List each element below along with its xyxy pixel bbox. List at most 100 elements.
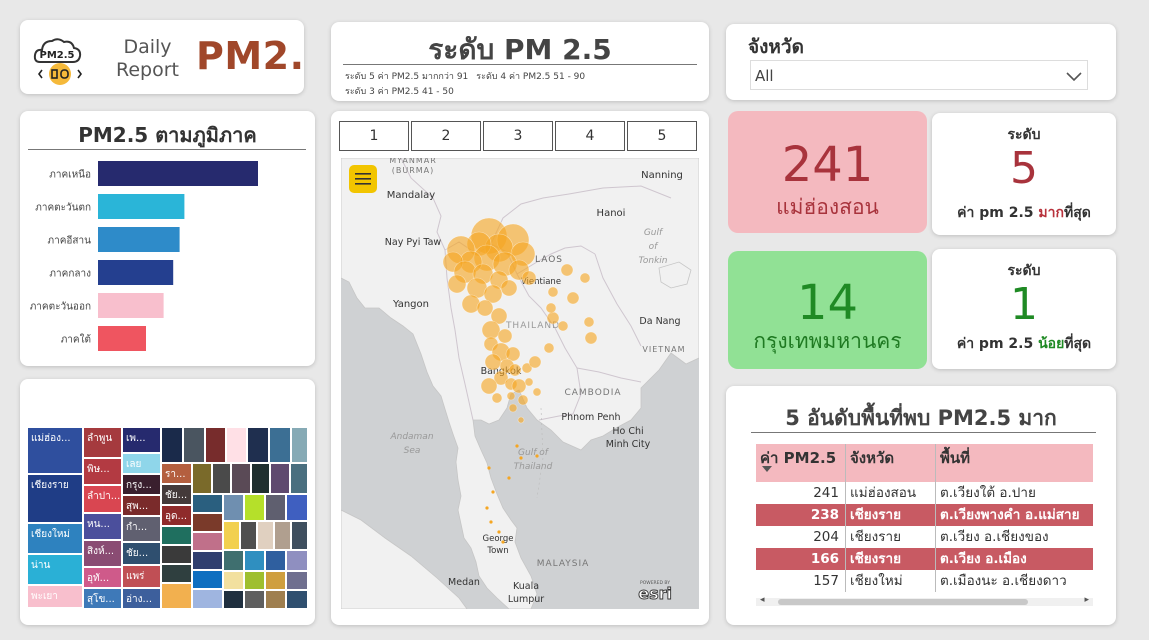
column-header-province[interactable]: จังหวัด <box>846 444 936 482</box>
table-row[interactable]: 166 เชียงราย ต.เวียง อ.เมือง <box>756 548 1093 570</box>
pm25-station-bubble[interactable] <box>481 320 501 340</box>
treemap-cell[interactable] <box>266 551 285 570</box>
treemap-cell[interactable] <box>123 589 160 608</box>
level-tab-5[interactable]: 5 <box>627 121 697 151</box>
treemap-cell[interactable] <box>266 591 285 608</box>
treemap-cell[interactable] <box>252 464 269 493</box>
pm25-station-bubble[interactable] <box>584 331 598 345</box>
pm25-station-dot[interactable] <box>491 490 495 494</box>
treemap-cell[interactable] <box>227 428 246 462</box>
pm25-station-dot[interactable] <box>501 540 505 544</box>
table-row[interactable]: 241 แม่ฮ่องสอน ต.เวียงใต้ อ.ปาย <box>756 482 1093 504</box>
pm25-station-dot[interactable] <box>519 456 523 460</box>
treemap-cell[interactable] <box>245 572 264 589</box>
treemap-cell[interactable] <box>162 527 191 544</box>
pm25-station-dot[interactable] <box>487 466 491 470</box>
pm25-station-dot[interactable] <box>489 520 493 524</box>
treemap-cell[interactable] <box>162 464 191 483</box>
pm25-station-bubble[interactable] <box>484 353 502 371</box>
treemap-cell[interactable] <box>266 495 285 520</box>
treemap-cell[interactable] <box>184 428 204 462</box>
pm25-station-bubble[interactable] <box>511 378 527 394</box>
horizontal-scrollbar[interactable]: ◂ ▸ <box>756 595 1093 606</box>
treemap-cell[interactable] <box>193 590 222 608</box>
treemap-cell[interactable] <box>193 514 222 531</box>
pm25-station-bubble[interactable] <box>579 272 591 284</box>
treemap-cell[interactable] <box>193 552 222 569</box>
treemap-cell[interactable] <box>213 464 230 493</box>
level-tab-3[interactable]: 3 <box>483 121 553 151</box>
treemap-cell[interactable] <box>287 551 307 570</box>
column-header-value[interactable]: ค่า PM2.5 <box>756 444 846 482</box>
treemap-cell[interactable] <box>162 546 191 563</box>
pm25-station-bubble[interactable] <box>560 263 574 277</box>
treemap-cell[interactable] <box>275 522 290 549</box>
pm25-station-bubble[interactable] <box>480 377 498 395</box>
treemap-cell[interactable] <box>84 589 121 608</box>
level-tab-1[interactable]: 1 <box>339 121 409 151</box>
treemap-cell[interactable] <box>224 551 243 570</box>
treemap-cell[interactable] <box>224 495 243 520</box>
pm25-station-bubble[interactable] <box>490 307 508 325</box>
treemap-cell[interactable] <box>84 541 121 566</box>
treemap-cell[interactable] <box>193 464 211 493</box>
table-row[interactable]: 238 เชียงราย ต.เวียงพางคำ อ.แม่สาย <box>756 504 1093 526</box>
scrollbar-thumb[interactable] <box>778 599 1028 605</box>
pm25-station-dot[interactable] <box>485 506 489 510</box>
treemap-cell[interactable] <box>162 428 182 462</box>
pm25-station-bubble[interactable] <box>547 286 559 298</box>
treemap-cell[interactable] <box>232 464 250 493</box>
region-bar[interactable] <box>98 194 185 219</box>
pm25-station-bubble[interactable] <box>497 328 513 344</box>
treemap-cell[interactable] <box>84 486 121 512</box>
region-bar[interactable] <box>98 260 174 285</box>
map-menu-button[interactable] <box>349 165 377 193</box>
pm25-station-bubble[interactable] <box>505 346 521 362</box>
treemap-cell[interactable] <box>287 572 307 589</box>
treemap-cell[interactable] <box>206 428 225 462</box>
pm25-station-bubble[interactable] <box>447 274 467 294</box>
province-dropdown[interactable]: All <box>750 60 1088 90</box>
pm25-station-bubble[interactable] <box>543 342 555 354</box>
treemap-cell[interactable] <box>28 555 82 584</box>
treemap-cell[interactable] <box>84 514 121 539</box>
treemap-cell[interactable] <box>123 454 160 473</box>
treemap-cell[interactable] <box>84 428 121 457</box>
pm25-station-dot[interactable] <box>497 530 501 534</box>
treemap-cell[interactable] <box>224 522 239 549</box>
region-bar[interactable] <box>98 227 180 252</box>
pm25-station-bubble[interactable] <box>532 387 542 397</box>
scroll-left-icon[interactable]: ◂ <box>760 595 765 605</box>
treemap-cell[interactable] <box>84 568 121 587</box>
level-tab-2[interactable]: 2 <box>411 121 481 151</box>
treemap-cell[interactable] <box>162 506 191 525</box>
pm25-station-bubble[interactable] <box>521 362 533 374</box>
treemap-cell[interactable] <box>84 459 121 484</box>
treemap-cell[interactable] <box>123 517 160 541</box>
treemap-cell[interactable] <box>248 428 268 462</box>
pm25-station-bubble[interactable] <box>557 320 569 332</box>
treemap-cell[interactable] <box>245 591 264 608</box>
treemap-cell[interactable] <box>193 571 222 588</box>
treemap-cell[interactable] <box>28 524 82 553</box>
treemap-cell[interactable] <box>287 495 307 520</box>
pm25-station-bubble[interactable] <box>517 394 529 406</box>
region-bar[interactable] <box>98 293 164 318</box>
treemap-cell[interactable] <box>123 566 160 587</box>
treemap-cell[interactable] <box>162 584 191 608</box>
treemap-cell[interactable] <box>28 475 82 522</box>
pm25-station-bubble[interactable] <box>545 302 557 314</box>
pm25-station-bubble[interactable] <box>508 363 522 377</box>
treemap-cell[interactable] <box>123 475 160 494</box>
treemap-cell[interactable] <box>224 591 243 608</box>
treemap-cell[interactable] <box>123 496 160 515</box>
treemap-cell[interactable] <box>258 522 273 549</box>
treemap-cell[interactable] <box>245 495 264 520</box>
pm25-station-bubble[interactable] <box>521 270 537 286</box>
treemap-cell[interactable] <box>245 551 264 570</box>
treemap-cell[interactable] <box>291 464 307 493</box>
pm25-station-bubble[interactable] <box>506 391 516 401</box>
pm25-station-bubble[interactable] <box>524 377 534 387</box>
pm25-station-bubble[interactable] <box>566 291 580 305</box>
treemap-cell[interactable] <box>28 586 82 607</box>
